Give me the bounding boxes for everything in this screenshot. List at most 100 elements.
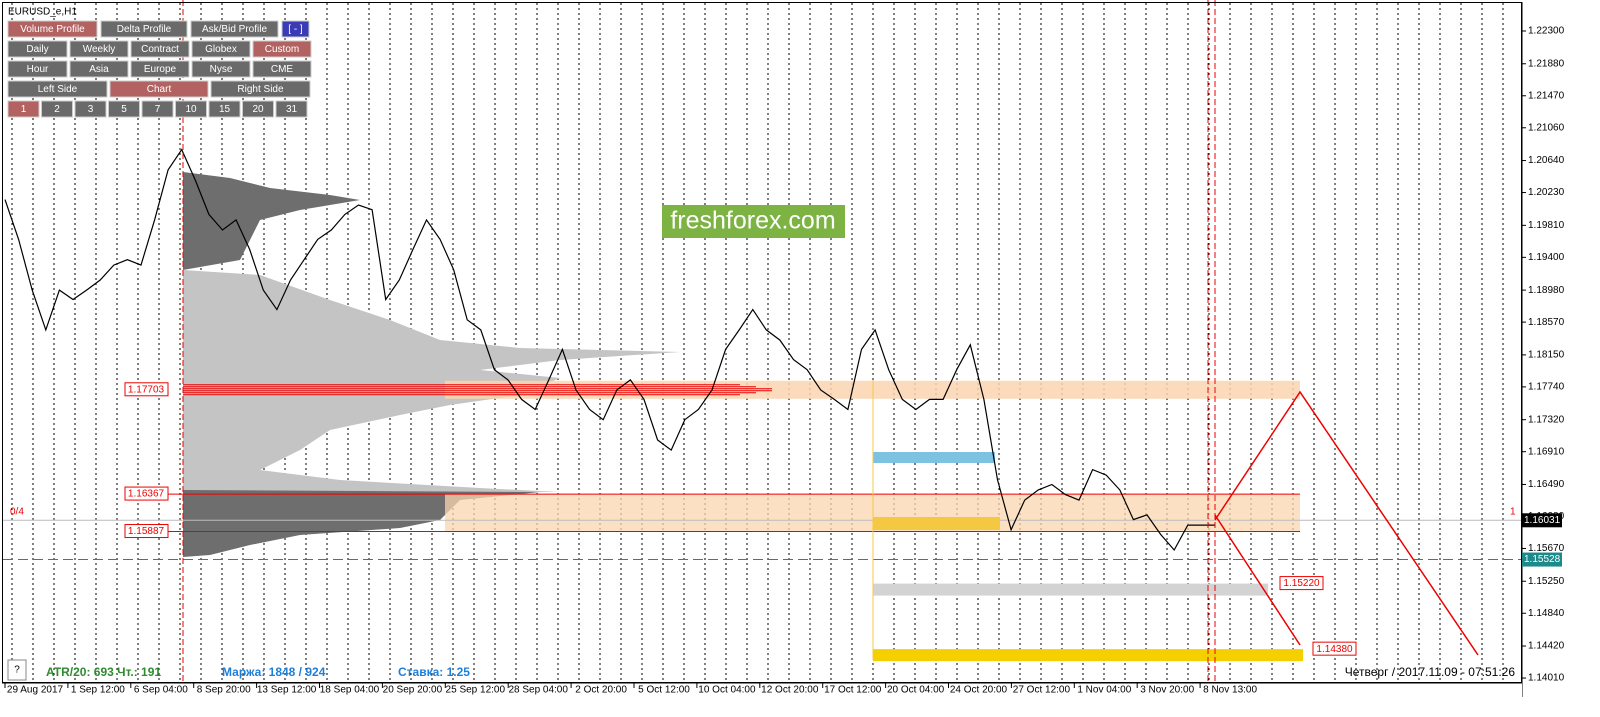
- x-tick-label: 12 Oct 20:00: [761, 685, 819, 696]
- toolbar-button-label[interactable]: Asia: [89, 64, 109, 75]
- x-tick-label: 18 Sep 04:00: [320, 685, 380, 696]
- y-tick-label: 1.15670: [1528, 543, 1565, 554]
- toolbar-button[interactable]: [7, 100, 40, 118]
- chart-title: EURUSD_e,H1: [8, 7, 77, 18]
- y-tick-label: 1.21880: [1528, 58, 1565, 69]
- watermark: freshforex.com: [670, 207, 835, 235]
- toolbar-button[interactable]: [191, 40, 251, 58]
- toolbar-button[interactable]: [242, 100, 274, 118]
- toolbar-button[interactable]: [7, 40, 68, 58]
- y-tick-label: 1.20230: [1528, 187, 1565, 198]
- toolbar-button-label[interactable]: 10: [185, 104, 197, 115]
- y-tick-label: 1.19400: [1528, 252, 1565, 263]
- x-tick-label: 1 Nov 04:00: [1077, 685, 1131, 696]
- toolbar-button-label[interactable]: Left Side: [38, 84, 78, 95]
- x-tick-label: 20 Sep 20:00: [383, 685, 443, 696]
- toolbar-button[interactable]: [252, 40, 312, 58]
- x-tick-label: 25 Sep 12:00: [446, 685, 506, 696]
- marker-price-label: 1.15528: [1524, 554, 1561, 565]
- toolbar-button[interactable]: [175, 100, 207, 118]
- toolbar-button[interactable]: [7, 60, 68, 78]
- help-label[interactable]: ?: [14, 665, 20, 676]
- y-tick-label: 1.18150: [1528, 350, 1565, 361]
- toolbar-button-label[interactable]: 3: [88, 104, 94, 115]
- toolbar-button-label[interactable]: Volume Profile: [20, 24, 85, 35]
- toolbar-button-label[interactable]: Daily: [26, 44, 48, 55]
- current-price-label: 1.16031: [1524, 515, 1561, 526]
- series: [4, 148, 1215, 552]
- toolbar-button[interactable]: [210, 80, 311, 98]
- x-tick-label: 20 Oct 04:00: [887, 685, 945, 696]
- rate-stat: Ставка: 1.25: [398, 665, 470, 679]
- help-button[interactable]: [7, 659, 27, 681]
- projection-line: [1214, 514, 1301, 646]
- level-label: 1.17703: [128, 384, 165, 395]
- toolbar-button[interactable]: [100, 20, 188, 38]
- toolbar-button-label[interactable]: CME: [271, 64, 294, 75]
- y-tick-label: 1.17320: [1528, 414, 1565, 425]
- toolbar-button[interactable]: [74, 100, 107, 118]
- toolbar-button[interactable]: [252, 60, 312, 78]
- toolbar-button-label[interactable]: 1: [21, 104, 27, 115]
- toolbar-button-label[interactable]: Delta Profile: [117, 24, 172, 35]
- toolbar-button[interactable]: [7, 80, 108, 98]
- price-line: [4, 148, 1215, 552]
- level-label-box: [1279, 576, 1324, 591]
- level-label: 1.15887: [128, 526, 165, 537]
- x-tick-label: 3 Nov 20:00: [1140, 685, 1194, 696]
- toolbar-button-label[interactable]: 7: [155, 104, 161, 115]
- target-zone: [873, 583, 1268, 596]
- toolbar-button[interactable]: [191, 60, 251, 78]
- toolbar-button-label[interactable]: Ask/Bid Profile: [202, 24, 267, 35]
- toolbar-button-label[interactable]: Hour: [27, 64, 49, 75]
- toolbar-button-label[interactable]: Chart: [147, 84, 172, 95]
- axes: 1.22300 1.21880 1.21470 1.21060 1.20640 1.202…: [2, 26, 1565, 696]
- marker-price-box: [1522, 552, 1562, 567]
- x-tick-label: 8 Sep 20:00: [197, 685, 251, 696]
- y-tick-label: 1.21060: [1528, 122, 1565, 133]
- projection-line: [1214, 390, 1479, 656]
- toolbar-button-label[interactable]: 2: [54, 104, 60, 115]
- level-label: 1.15220: [1283, 578, 1320, 589]
- toolbar-button-label[interactable]: 31: [286, 104, 298, 115]
- toolbar-button-label[interactable]: Custom: [265, 44, 299, 55]
- x-tick-label: 2 Oct 20:00: [575, 685, 627, 696]
- toolbar: Volume Profile Delta Profile Ask/Bid Profi…: [7, 20, 312, 118]
- toolbar-button-label[interactable]: 5: [121, 104, 127, 115]
- toolbar-button-label[interactable]: Right Side: [237, 84, 284, 95]
- y-tick-label: 1.15250: [1528, 576, 1565, 587]
- x-tick-label: 17 Oct 12:00: [824, 685, 882, 696]
- toolbar-button-label[interactable]: 15: [219, 104, 231, 115]
- toolbar-button[interactable]: [190, 20, 279, 38]
- level-label-box: [124, 382, 169, 397]
- toolbar-button[interactable]: [208, 100, 241, 118]
- toolbar-button[interactable]: [69, 60, 129, 78]
- toolbar-button-label[interactable]: Nyse: [210, 64, 233, 75]
- toolbar-button[interactable]: [275, 100, 308, 118]
- x-tick-label: 1 Sep 12:00: [71, 685, 125, 696]
- clock: Четверг / 2017.11.09 - 07:51:26: [1345, 665, 1516, 679]
- toolbar-button-label[interactable]: 20: [252, 104, 264, 115]
- level-label: 1.16367: [128, 489, 165, 500]
- margin-stat: Маржа: 1848 / 924: [222, 665, 326, 679]
- toolbar-button[interactable]: [281, 20, 310, 38]
- toolbar-button[interactable]: [130, 40, 190, 58]
- toolbar-button[interactable]: [69, 40, 129, 58]
- toolbar-button[interactable]: [130, 60, 190, 78]
- y-tick-label: 1.18570: [1528, 317, 1565, 328]
- toolbar-button-label[interactable]: Europe: [144, 64, 177, 75]
- toolbar-button[interactable]: [41, 100, 73, 118]
- y-tick-label: 1.21470: [1528, 90, 1565, 101]
- toolbar-button-label[interactable]: [ - ]: [288, 24, 303, 35]
- toolbar-button-label[interactable]: Contract: [141, 44, 179, 55]
- x-tick-label: 8 Nov 13:00: [1203, 685, 1257, 696]
- toolbar-button[interactable]: [108, 100, 140, 118]
- watermark-box: [662, 205, 845, 238]
- toolbar-button[interactable]: [109, 80, 209, 98]
- y-tick-label: 1.20640: [1528, 155, 1565, 166]
- toolbar-button-label[interactable]: Globex: [205, 44, 237, 55]
- toolbar-button-label[interactable]: Weekly: [83, 44, 116, 55]
- toolbar-button[interactable]: [7, 20, 98, 38]
- toolbar-button[interactable]: [141, 100, 174, 118]
- yellow-zone: [873, 517, 1000, 530]
